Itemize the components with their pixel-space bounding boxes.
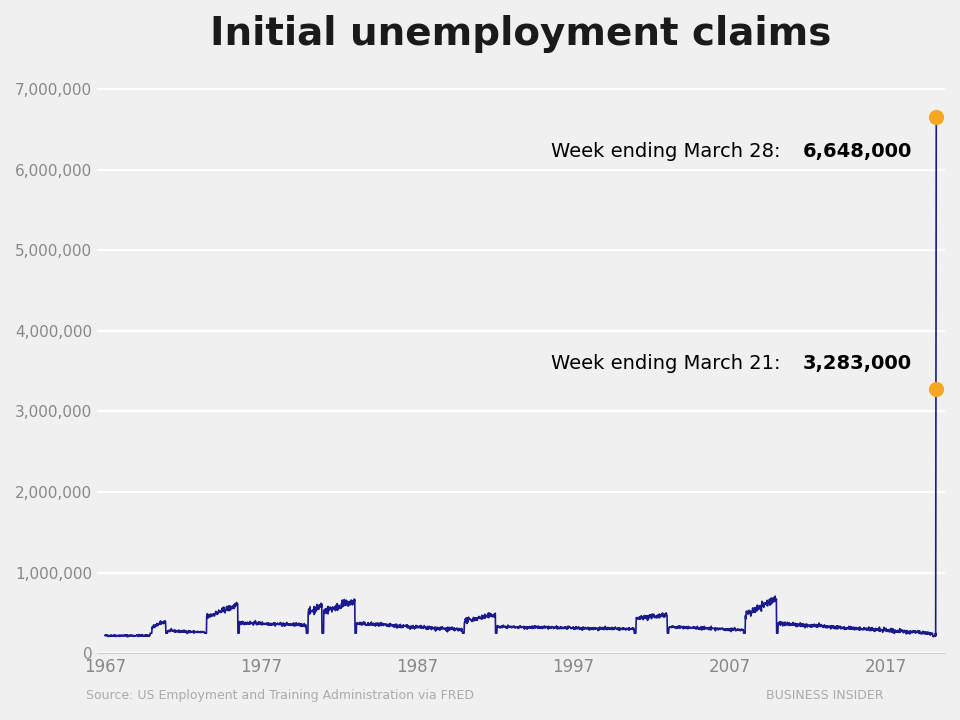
Text: Week ending March 28:: Week ending March 28: [551, 142, 786, 161]
Text: 6,648,000: 6,648,000 [803, 142, 912, 161]
Text: Source: US Employment and Training Administration via FRED: Source: US Employment and Training Admin… [86, 689, 474, 702]
Text: 3,283,000: 3,283,000 [803, 354, 912, 372]
Point [928, 383, 944, 395]
Text: Week ending March 21:: Week ending March 21: [551, 354, 786, 372]
Text: BUSINESS INSIDER: BUSINESS INSIDER [766, 689, 883, 702]
Title: Initial unemployment claims: Initial unemployment claims [210, 15, 831, 53]
Point [928, 112, 944, 123]
